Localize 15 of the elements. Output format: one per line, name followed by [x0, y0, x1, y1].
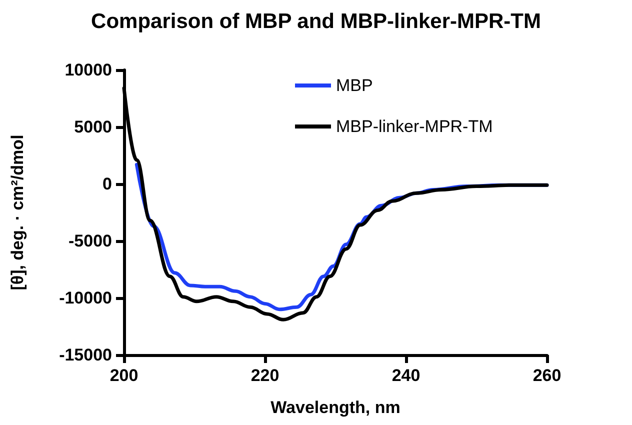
y-tick-label: -15000 — [59, 346, 112, 364]
y-tick-label: 5000 — [74, 118, 112, 136]
chart-title: Comparison of MBP and MBP-linker-MPR-TM — [91, 10, 541, 33]
x-tick-label: 200 — [110, 366, 138, 385]
y-tick-label: 10000 — [64, 60, 112, 80]
x-axis-title: Wavelength, nm — [270, 398, 400, 417]
x-tick-label: 220 — [250, 366, 280, 385]
x-tick-label: 260 — [532, 366, 562, 385]
y-tick-label: -10000 — [59, 288, 112, 308]
y-tick-label: -5000 — [68, 232, 112, 250]
y-axis-title: [θ], deg. · cm²/dmol — [8, 134, 27, 290]
y-tick-label: 0 — [102, 174, 112, 194]
x-tick-label: 240 — [392, 366, 420, 385]
legend-label: MBP-linker-MPR-TM — [336, 117, 493, 136]
legend-label: MBP — [336, 76, 373, 95]
